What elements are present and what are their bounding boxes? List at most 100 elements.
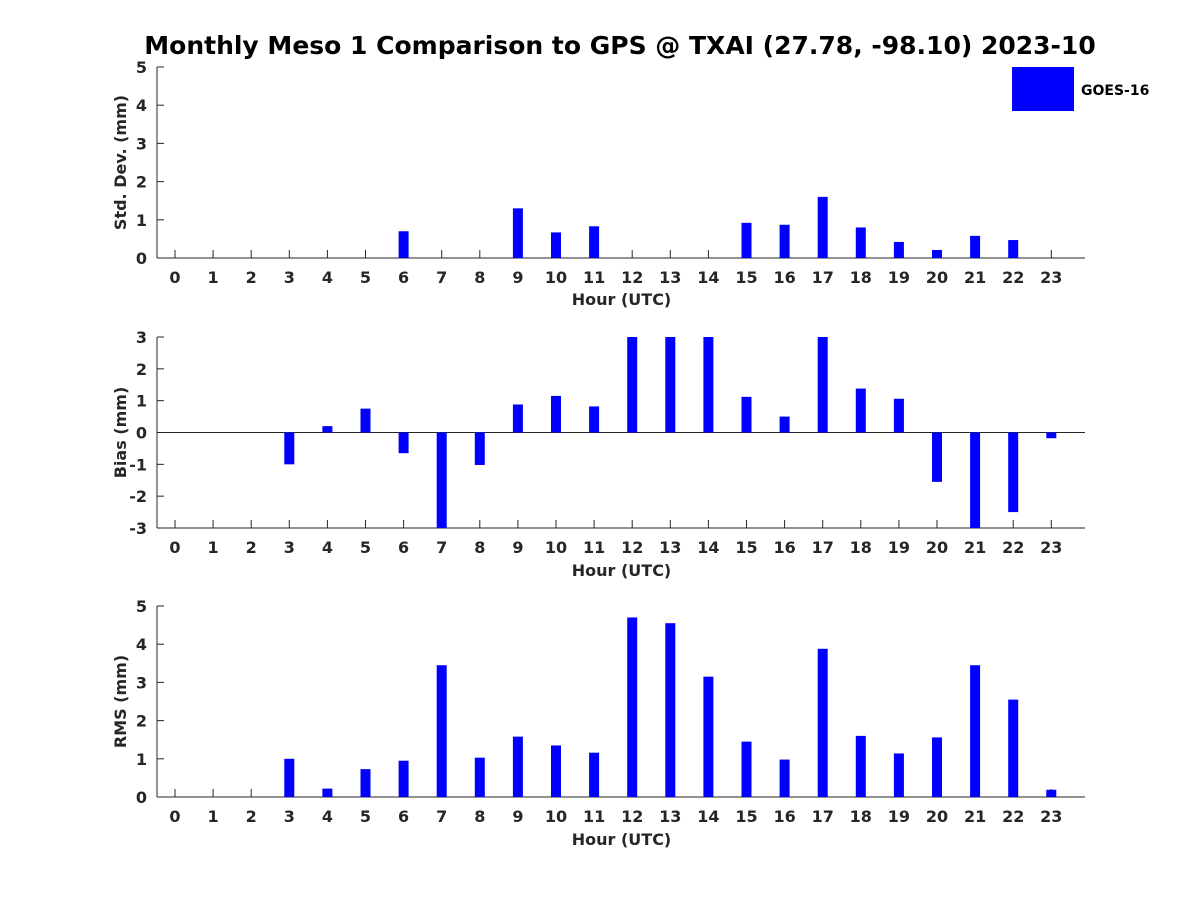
bar-hour-17 [817, 196, 828, 258]
bar-hour-14 [703, 676, 714, 797]
x-tick-label: 21 [964, 538, 986, 557]
bar-hour-9 [512, 404, 523, 433]
x-tick-label: 19 [888, 807, 910, 826]
x-tick-label: 0 [169, 807, 180, 826]
x-tick-label: 9 [512, 268, 523, 287]
y-tick-label: -3 [129, 519, 147, 538]
bar-hour-12 [627, 617, 638, 797]
x-tick-label: 11 [583, 807, 605, 826]
x-tick-label: 9 [512, 538, 523, 557]
y-axis-label: RMS (mm) [111, 655, 130, 748]
x-tick-label: 15 [735, 268, 757, 287]
x-axis-label: Hour (UTC) [572, 290, 672, 309]
x-tick-label: 10 [545, 807, 567, 826]
legend: GOES-16 [1012, 67, 1149, 111]
x-tick-label: 21 [964, 807, 986, 826]
x-tick-label: 12 [621, 807, 643, 826]
bar-hour-10 [551, 232, 561, 258]
x-tick-label: 5 [360, 807, 371, 826]
y-axis-label: Bias (mm) [111, 387, 130, 479]
x-tick-label: 13 [659, 538, 681, 557]
y-tick-label: 1 [136, 211, 147, 230]
bar-hour-21 [970, 235, 981, 258]
y-tick-label: -1 [129, 455, 147, 474]
bar-hour-15 [741, 741, 752, 797]
y-tick-label: 2 [136, 360, 147, 379]
x-tick-label: 10 [545, 538, 567, 557]
bar-hour-5 [360, 769, 371, 797]
x-tick-label: 9 [512, 807, 523, 826]
x-tick-label: 18 [850, 268, 872, 287]
x-tick-label: 11 [583, 268, 605, 287]
x-tick-label: 8 [474, 538, 485, 557]
bar-hour-22 [1008, 240, 1019, 258]
x-tick-label: 17 [812, 538, 834, 557]
x-tick-label: 17 [812, 807, 834, 826]
x-tick-label: 1 [208, 268, 219, 287]
x-tick-label: 1 [208, 538, 219, 557]
x-tick-label: 2 [246, 807, 257, 826]
bar-hour-19 [893, 398, 904, 433]
bar-hour-4 [322, 788, 333, 797]
x-tick-label: 14 [697, 807, 719, 826]
x-tick-label: 1 [208, 807, 219, 826]
bar-hour-3 [284, 758, 295, 797]
x-tick-label: 16 [773, 538, 795, 557]
x-tick-label: 15 [735, 807, 757, 826]
bar-hour-18 [855, 735, 866, 797]
x-tick-label: 12 [621, 538, 643, 557]
x-tick-label: 20 [926, 807, 948, 826]
bar-hour-16 [779, 416, 790, 433]
y-tick-label: -2 [129, 487, 147, 506]
x-tick-label: 3 [284, 268, 295, 287]
x-tick-label: 6 [398, 807, 409, 826]
x-tick-label: 4 [322, 807, 333, 826]
x-tick-label: 13 [659, 268, 681, 287]
legend-swatch [1012, 67, 1074, 111]
bar-hour-16 [779, 224, 790, 258]
x-tick-label: 0 [169, 268, 180, 287]
bar-hour-6 [398, 432, 409, 454]
x-tick-label: 8 [474, 268, 485, 287]
x-tick-label: 4 [322, 268, 333, 287]
bar-hour-12 [627, 337, 638, 433]
x-tick-label: 18 [850, 807, 872, 826]
bar-hour-22 [1008, 699, 1019, 797]
bar-hour-3 [284, 432, 295, 465]
y-tick-label: 1 [136, 392, 147, 411]
x-tick-label: 14 [697, 538, 719, 557]
bar-hour-4 [322, 426, 333, 433]
bar-hour-11 [589, 406, 600, 433]
bar-hour-5 [360, 408, 371, 433]
x-tick-label: 23 [1040, 268, 1062, 287]
x-tick-label: 13 [659, 807, 681, 826]
bar-hour-10 [551, 395, 561, 433]
y-tick-label: 4 [136, 96, 147, 115]
bar-hour-6 [398, 231, 409, 258]
bar-hour-13 [665, 623, 676, 797]
bar-hour-9 [512, 208, 523, 258]
bar-hour-6 [398, 760, 409, 797]
x-tick-label: 17 [812, 268, 834, 287]
bar-hour-21 [970, 665, 981, 797]
x-tick-label: 5 [360, 538, 371, 557]
bar-hour-10 [551, 745, 561, 797]
x-tick-label: 19 [888, 538, 910, 557]
bar-hour-20 [932, 432, 942, 482]
x-tick-label: 6 [398, 538, 409, 557]
bar-hour-18 [855, 388, 866, 433]
x-tick-label: 20 [926, 268, 948, 287]
bar-hour-15 [741, 396, 752, 433]
bar-hour-14 [703, 337, 714, 433]
x-tick-label: 22 [1002, 268, 1024, 287]
x-tick-label: 19 [888, 268, 910, 287]
y-tick-label: 2 [136, 712, 147, 731]
x-tick-label: 14 [697, 268, 719, 287]
bar-hour-22 [1008, 432, 1019, 513]
y-tick-label: 0 [136, 788, 147, 807]
bar-hour-7 [436, 665, 447, 797]
x-tick-label: 7 [436, 538, 447, 557]
